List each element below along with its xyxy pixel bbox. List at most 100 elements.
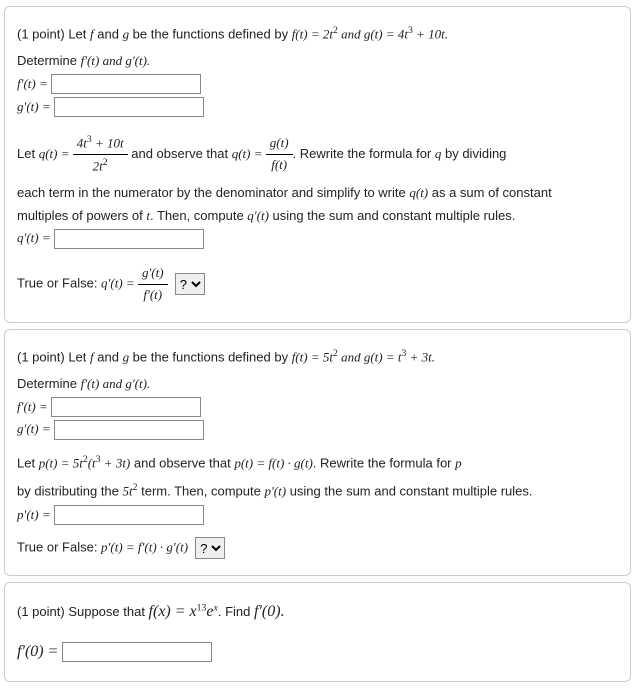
pprime-input[interactable] xyxy=(54,505,204,525)
points-label: (1 point) xyxy=(17,604,65,619)
fraction: 4t3 + 10t 2t2 xyxy=(73,132,128,177)
text: f′(0). xyxy=(254,603,285,620)
text: p′(t) = f′(t) · g′(t) xyxy=(101,540,188,555)
text: f(t) = 2t xyxy=(292,26,333,41)
text: Let xyxy=(17,456,39,471)
text: Suppose that xyxy=(65,604,149,619)
tf-select[interactable]: ? xyxy=(195,537,225,559)
p3-answer-row: f′(0) = xyxy=(17,639,618,665)
p1-fprime-row: f′(t) = xyxy=(17,74,618,95)
text: using the sum and constant multiple rule… xyxy=(269,208,515,223)
fprime-input[interactable] xyxy=(51,74,201,94)
text: 13 xyxy=(197,603,207,614)
p2-fprime-row: f′(t) = xyxy=(17,397,618,418)
points-label: (1 point) xyxy=(17,349,65,364)
text: q(t) = xyxy=(39,146,73,161)
text: + 10t. xyxy=(413,26,448,41)
text: and g(t) = 4t xyxy=(338,26,408,41)
p1-intro: (1 point) Let f and g be the functions d… xyxy=(17,23,618,45)
p2-pprime-row: p′(t) = xyxy=(17,505,618,526)
qprime-input[interactable] xyxy=(54,229,204,249)
text: 2t xyxy=(93,158,103,173)
text: p(t) = 5t xyxy=(39,456,83,471)
text: and g′(t). xyxy=(99,376,150,391)
p2-intro: (1 point) Let f and g be the functions d… xyxy=(17,346,618,368)
text: be the functions defined by xyxy=(129,26,292,41)
p1-determine: Determine f′(t) and g′(t). xyxy=(17,51,618,72)
p1-line2: each term in the numerator by the denomi… xyxy=(17,183,618,204)
text: Let xyxy=(68,26,90,41)
gprime-input[interactable] xyxy=(54,97,204,117)
text: and observe that xyxy=(130,456,234,471)
gprime-input[interactable] xyxy=(54,420,204,440)
text: g(t) xyxy=(270,135,289,150)
text: using the sum and constant multiple rule… xyxy=(286,484,532,499)
text: q(t) xyxy=(409,185,428,200)
text: . Rewrite the formula for xyxy=(293,146,435,161)
tf-label: True or False: xyxy=(17,276,101,291)
text: Determine xyxy=(17,376,81,391)
text: Determine xyxy=(17,53,81,68)
text: q′(t) xyxy=(247,208,269,223)
p1-gprime-row: g′(t) = xyxy=(17,97,618,118)
p1-line3: multiples of powers of t. Then, compute … xyxy=(17,206,618,227)
problem-3: (1 point) Suppose that f(x) = x13ex. Fin… xyxy=(4,582,631,681)
gprime-label: g′(t) = xyxy=(17,421,51,436)
fraction: g′(t) f′(t) xyxy=(138,263,168,306)
tf-select[interactable]: ? xyxy=(175,273,205,295)
qprime-label: q′(t) = xyxy=(17,230,51,245)
text: p xyxy=(455,456,462,471)
p2-pdef: Let p(t) = 5t2(t3 + 3t) and observe that… xyxy=(17,452,618,474)
text: Let xyxy=(17,146,39,161)
fprime0-label: f′(0) = xyxy=(17,643,58,660)
text: (t xyxy=(88,456,96,471)
text: . Rewrite the formula for xyxy=(313,456,455,471)
p2-gprime-row: g′(t) = xyxy=(17,419,618,440)
text: and xyxy=(94,26,123,41)
p1-tf-row: True or False: q′(t) = g′(t) f′(t) ? xyxy=(17,263,618,306)
fprime-label: f′(t) = xyxy=(17,76,48,91)
gprime-label: g′(t) = xyxy=(17,99,51,114)
text: f(t) = 5t xyxy=(292,349,333,364)
text: f(x) = x xyxy=(149,603,197,620)
text: f′(t) xyxy=(143,287,162,302)
text: be the functions defined by xyxy=(129,349,292,364)
text: each term in the numerator by the denomi… xyxy=(17,185,409,200)
text: g′(t) xyxy=(142,265,164,280)
p1-qdef: Let q(t) = 4t3 + 10t 2t2 and observe tha… xyxy=(17,132,618,177)
text: e xyxy=(206,603,213,620)
text: q′(t) = xyxy=(101,276,138,291)
text: Let xyxy=(68,349,90,364)
text: p(t) = f(t) · g(t) xyxy=(234,456,312,471)
p2-tf-row: True or False: p′(t) = f′(t) · g′(t) ? xyxy=(17,537,618,559)
text: as a sum of constant xyxy=(428,185,552,200)
p3-intro: (1 point) Suppose that f(x) = x13ex. Fin… xyxy=(17,599,618,625)
text: p′(t) xyxy=(264,484,286,499)
p2-line2: by distributing the 5t2 term. Then, comp… xyxy=(17,480,618,502)
text: + 10t xyxy=(92,135,124,150)
fraction: g(t) f(t) xyxy=(266,133,293,176)
p2-determine: Determine f′(t) and g′(t). xyxy=(17,374,618,395)
text: by dividing xyxy=(441,146,506,161)
text: multiples of powers of xyxy=(17,208,146,223)
text: f(t) xyxy=(271,157,287,172)
text: and observe that xyxy=(131,146,231,161)
text: f′(t) xyxy=(81,53,100,68)
tf-label: True or False: xyxy=(17,540,101,555)
fprime-input[interactable] xyxy=(51,397,201,417)
text: f′(t) xyxy=(81,376,100,391)
fprime0-input[interactable] xyxy=(62,642,212,662)
points-label: (1 point) xyxy=(17,26,65,41)
text: 2 xyxy=(103,157,108,168)
pprime-label: p′(t) = xyxy=(17,507,51,522)
text: and g′(t). xyxy=(99,53,150,68)
text: . Then, compute xyxy=(150,208,247,223)
text: . Find xyxy=(218,604,254,619)
p1-qprime-row: q′(t) = xyxy=(17,228,618,249)
text: 5t xyxy=(123,484,133,499)
text: 4t xyxy=(77,135,87,150)
text: q(t) = xyxy=(232,146,266,161)
text: by distributing the xyxy=(17,484,123,499)
problem-1: (1 point) Let f and g be the functions d… xyxy=(4,6,631,323)
text: and g(t) = t xyxy=(338,349,402,364)
